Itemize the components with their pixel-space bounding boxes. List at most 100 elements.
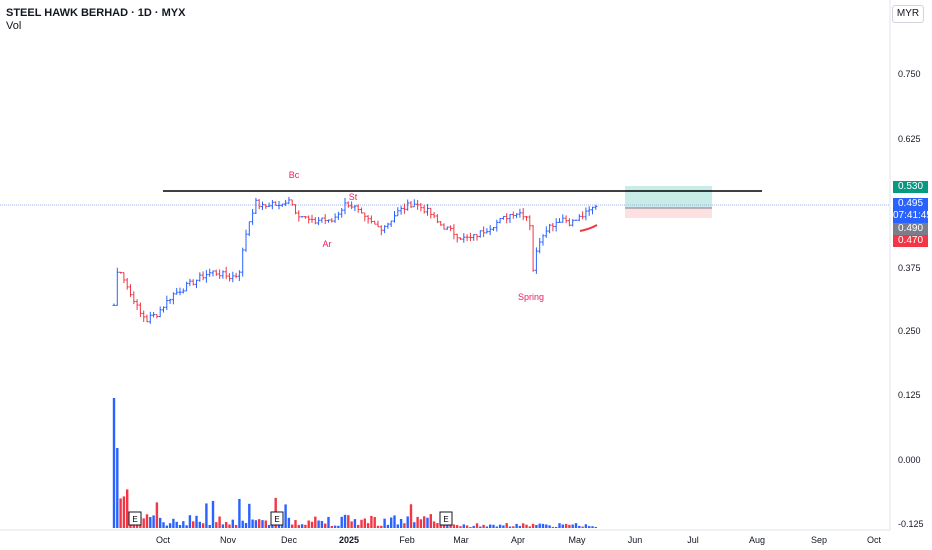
volume-bar — [343, 514, 347, 528]
volume-bar — [456, 525, 459, 528]
volume-bar — [119, 498, 122, 528]
volume-bar — [469, 526, 472, 528]
volume-bar — [317, 520, 320, 528]
volume-bar — [531, 523, 535, 528]
volume-bar — [162, 522, 165, 528]
volume-bar — [548, 525, 551, 528]
volume-bar — [363, 518, 366, 528]
volume-bar — [297, 524, 300, 528]
volume-bar — [267, 524, 271, 528]
volume-bar — [429, 514, 432, 528]
volume-bar — [419, 519, 423, 528]
volume-bar — [386, 524, 390, 528]
volume-bar — [512, 526, 515, 528]
x-tick-label: Aug — [749, 535, 765, 545]
volume-bar — [452, 524, 456, 528]
volume-bar — [182, 521, 185, 528]
volume-bar — [568, 524, 571, 528]
volume-bar — [472, 525, 475, 528]
currency-button[interactable]: MYR — [892, 5, 924, 23]
volume-bar — [238, 498, 241, 528]
volume-bar — [201, 523, 205, 528]
volume-bar — [261, 520, 264, 528]
volume-bar — [390, 517, 393, 528]
volume-bar — [403, 523, 406, 528]
volume-bar — [188, 515, 192, 528]
volume-bar — [221, 524, 225, 528]
volume-bar — [541, 523, 545, 528]
current-price-value: 0.495 — [897, 198, 924, 209]
volume-indicator-label[interactable]: Vol — [6, 20, 22, 32]
volume-bar — [436, 523, 439, 528]
trend-arc[interactable] — [579, 224, 598, 232]
stop-price-label: 0.470 — [893, 235, 928, 247]
volume-bar — [588, 526, 591, 528]
volume-bar — [231, 519, 234, 528]
volume-bar — [324, 523, 327, 528]
x-tick-label: Jul — [687, 535, 699, 545]
volume-bar — [366, 523, 370, 528]
volume-bar — [228, 524, 231, 528]
volume-bar — [244, 523, 248, 528]
volume-bar — [112, 398, 116, 528]
symbol-title[interactable]: STEEL HAWK BERHAD · 1D · MYX — [6, 7, 186, 19]
volume-bar — [145, 514, 149, 528]
annotation-bc: Bc — [289, 170, 300, 180]
volume-bar — [505, 523, 508, 528]
volume-bar — [479, 526, 482, 528]
volume-bar — [360, 519, 363, 528]
y-tick-label: 0.125 — [898, 390, 921, 400]
annotation-st: St — [349, 192, 358, 202]
volume-bar — [508, 526, 512, 528]
volume-bar — [254, 520, 258, 528]
volume-bar — [446, 524, 449, 528]
volume-bar — [561, 524, 564, 528]
y-tick-label: 0.375 — [898, 263, 921, 273]
x-tick-label: Apr — [511, 535, 525, 545]
y-axis: 0.750 0.625 0.375 0.250 0.125 0.000 -0.1… — [898, 69, 924, 529]
earnings-marker[interactable]: E — [270, 511, 284, 526]
y-tick-label: 0.750 — [898, 69, 921, 79]
volume-bar — [155, 502, 159, 528]
volume-bar — [498, 524, 502, 528]
volume-bar — [211, 500, 215, 528]
volume-group — [112, 398, 597, 528]
volume-bar — [357, 524, 360, 528]
earnings-marker[interactable]: E — [128, 511, 142, 526]
volume-bar — [578, 525, 581, 528]
volume-bar — [432, 521, 436, 528]
volume-bar — [383, 518, 386, 528]
annotation-spring: Spring — [518, 292, 544, 302]
volume-bar — [380, 525, 383, 528]
x-tick-label: Oct — [156, 535, 171, 545]
stop-zone[interactable] — [625, 208, 712, 218]
volume-bar — [558, 523, 561, 528]
volume-bar — [502, 525, 505, 528]
volume-bar — [307, 520, 310, 528]
volume-bar — [571, 524, 574, 528]
volume-bar — [409, 504, 413, 528]
volume-bar — [584, 524, 588, 528]
bar-countdown: 07:41:45 — [893, 210, 932, 221]
volume-bar — [310, 521, 314, 528]
volume-bar — [178, 524, 182, 528]
earnings-marker[interactable]: E — [439, 511, 453, 526]
volume-bar — [149, 516, 152, 528]
entry-price-label: 0.490 — [893, 223, 928, 235]
volume-bar — [340, 516, 343, 528]
volume-bar — [168, 523, 172, 528]
volume-bar — [287, 517, 291, 528]
x-tick-label: May — [568, 535, 586, 545]
x-tick-label: 2025 — [339, 535, 359, 545]
volume-bar — [522, 523, 525, 528]
volume-bar — [564, 523, 568, 528]
volume-bar — [291, 524, 294, 528]
volume-bar — [258, 519, 261, 528]
volume-bar — [399, 519, 403, 528]
volume-bar — [555, 526, 558, 528]
x-axis: Oct Nov Dec 2025 Feb Mar Apr May Jun Jul… — [156, 535, 882, 545]
volume-bar — [518, 525, 522, 528]
volume-bar — [495, 526, 498, 528]
volume-bar — [208, 524, 211, 528]
